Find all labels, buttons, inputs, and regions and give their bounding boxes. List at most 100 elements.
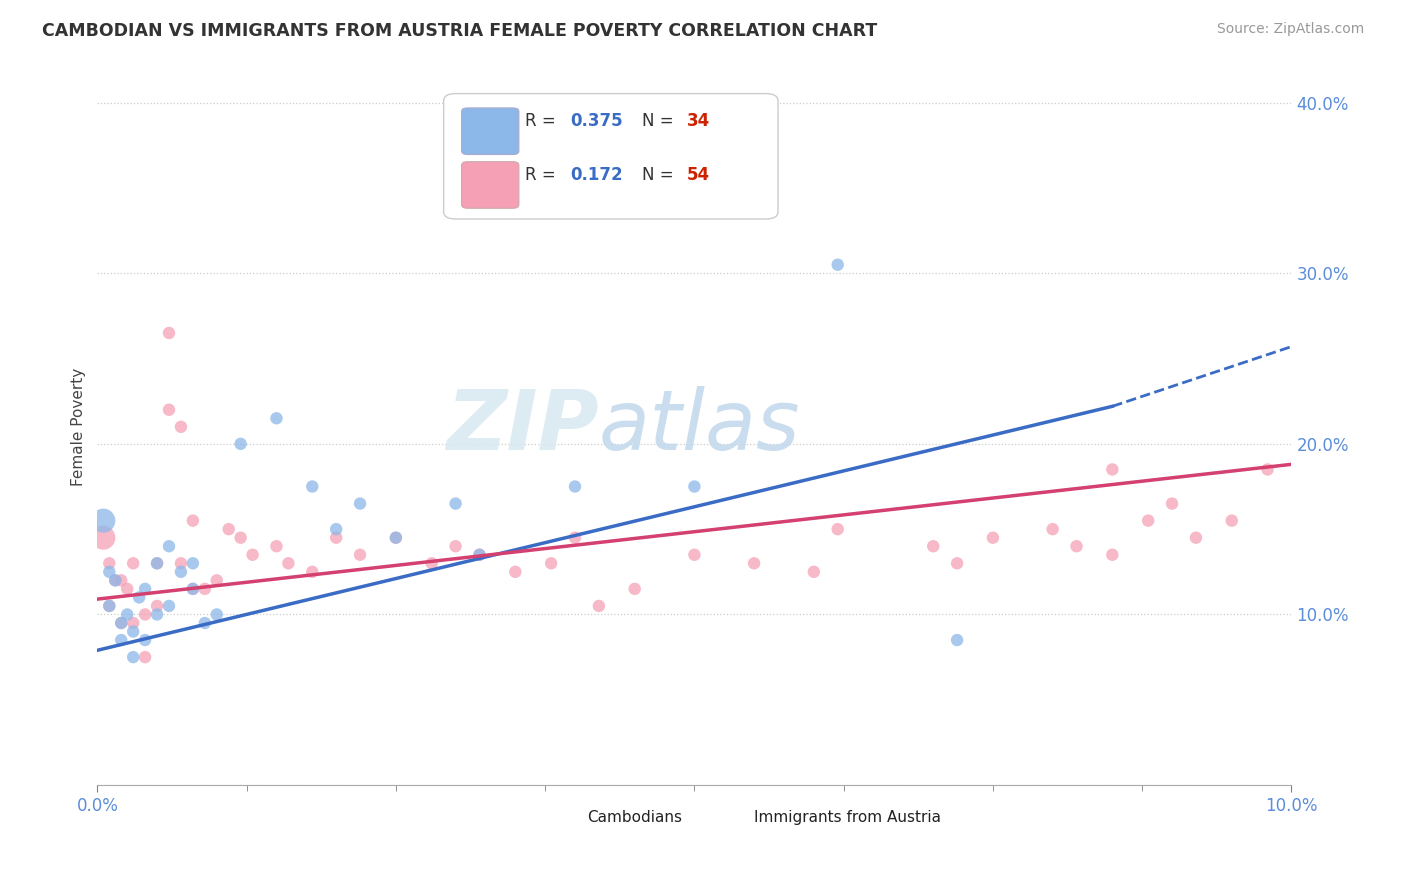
Point	[1137, 514, 1160, 528]
Point	[468, 548, 491, 562]
Text: N =: N =	[643, 112, 679, 130]
Point	[803, 565, 825, 579]
Point	[98, 599, 121, 613]
Point	[385, 531, 408, 545]
Point	[98, 556, 121, 570]
Point	[301, 565, 323, 579]
Point	[922, 539, 945, 553]
Point	[146, 599, 169, 613]
Point	[827, 258, 849, 272]
Point	[503, 565, 526, 579]
Point	[229, 437, 252, 451]
Point	[1185, 531, 1208, 545]
Point	[385, 531, 408, 545]
Point	[349, 497, 371, 511]
Point	[946, 633, 969, 648]
Point	[110, 633, 132, 648]
Point	[122, 556, 145, 570]
Point	[122, 624, 145, 639]
Point	[181, 514, 204, 528]
Point	[134, 582, 156, 596]
Point	[1220, 514, 1243, 528]
Text: N =: N =	[643, 166, 679, 184]
Text: Immigrants from Austria: Immigrants from Austria	[754, 810, 941, 825]
Point	[266, 539, 288, 553]
Point	[205, 574, 228, 588]
Point	[194, 615, 217, 630]
Point	[110, 615, 132, 630]
Text: ZIP: ZIP	[446, 386, 599, 467]
Point	[170, 565, 193, 579]
Point	[683, 479, 706, 493]
Point	[946, 556, 969, 570]
Y-axis label: Female Poverty: Female Poverty	[72, 368, 86, 486]
Point	[301, 479, 323, 493]
Point	[229, 531, 252, 545]
Point	[444, 539, 467, 553]
Point	[564, 479, 586, 493]
Point	[277, 556, 299, 570]
Point	[444, 497, 467, 511]
Point	[325, 522, 347, 536]
Point	[205, 607, 228, 622]
Point	[134, 633, 156, 648]
Point	[194, 582, 217, 596]
Point	[707, 129, 730, 144]
Point	[827, 522, 849, 536]
Point	[146, 556, 169, 570]
Point	[1101, 462, 1123, 476]
Text: 54: 54	[688, 166, 710, 184]
Point	[157, 599, 180, 613]
FancyBboxPatch shape	[461, 108, 519, 154]
Text: Source: ZipAtlas.com: Source: ZipAtlas.com	[1216, 22, 1364, 37]
Point	[588, 599, 610, 613]
Point	[1161, 497, 1184, 511]
Point	[157, 402, 180, 417]
Point	[110, 615, 132, 630]
Point	[1257, 462, 1279, 476]
Point	[98, 565, 121, 579]
Point	[91, 514, 114, 528]
Point	[157, 326, 180, 340]
Point	[181, 582, 204, 596]
FancyBboxPatch shape	[444, 94, 778, 219]
Point	[564, 531, 586, 545]
Point	[623, 582, 645, 596]
Point	[1042, 522, 1064, 536]
Point	[104, 574, 127, 588]
Point	[122, 615, 145, 630]
Point	[115, 607, 138, 622]
Point	[134, 607, 156, 622]
Point	[981, 531, 1004, 545]
Text: Cambodians: Cambodians	[586, 810, 682, 825]
Point	[468, 548, 491, 562]
Point	[181, 582, 204, 596]
Point	[170, 556, 193, 570]
Point	[266, 411, 288, 425]
FancyBboxPatch shape	[461, 161, 519, 208]
Point	[134, 650, 156, 665]
Point	[115, 582, 138, 596]
Point	[1101, 548, 1123, 562]
Point	[122, 650, 145, 665]
Point	[128, 591, 150, 605]
Point	[181, 556, 204, 570]
Point	[325, 531, 347, 545]
Text: 0.172: 0.172	[571, 166, 623, 184]
Point	[683, 548, 706, 562]
Point	[349, 548, 371, 562]
Point	[146, 556, 169, 570]
Text: atlas: atlas	[599, 386, 800, 467]
Text: R =: R =	[524, 166, 561, 184]
Point	[242, 548, 264, 562]
Text: CAMBODIAN VS IMMIGRANTS FROM AUSTRIA FEMALE POVERTY CORRELATION CHART: CAMBODIAN VS IMMIGRANTS FROM AUSTRIA FEM…	[42, 22, 877, 40]
FancyBboxPatch shape	[714, 797, 752, 827]
Point	[98, 599, 121, 613]
Text: 0.375: 0.375	[571, 112, 623, 130]
Point	[1066, 539, 1088, 553]
Text: R =: R =	[524, 112, 561, 130]
Point	[110, 574, 132, 588]
Point	[91, 531, 114, 545]
Point	[420, 556, 443, 570]
Point	[742, 556, 765, 570]
